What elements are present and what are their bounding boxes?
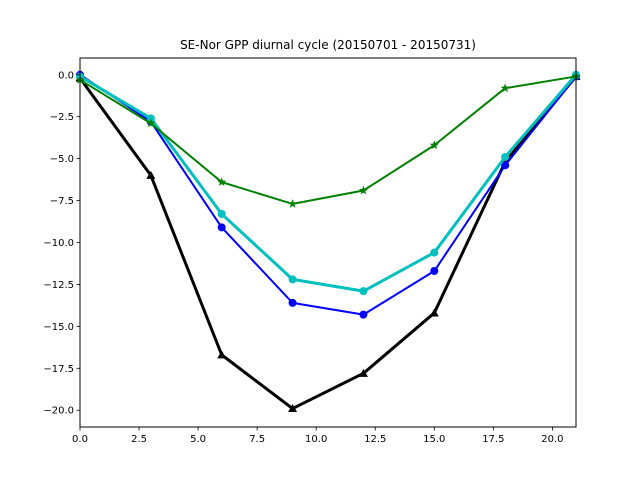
series-0-point	[429, 308, 439, 317]
x-tick-label: 7.5	[249, 434, 265, 445]
series-0-point	[288, 404, 298, 413]
series-1-point	[217, 223, 226, 232]
y-tick-label: −17.5	[43, 364, 74, 375]
y-tick-label: −5.0	[50, 154, 74, 165]
series-3-point	[500, 83, 510, 93]
series-3-point	[429, 140, 439, 150]
y-tick-label: −7.5	[50, 196, 74, 207]
series-layer	[75, 70, 581, 413]
x-tick-label: 0.0	[72, 434, 88, 445]
series-0-point	[217, 350, 227, 359]
series-3-point	[358, 185, 368, 195]
series-0-point	[146, 170, 156, 179]
y-axis: 0.0 −2.5 −5.0 −7.5 −10.0 −12.5 −15.0 −17.5 −20.0	[43, 70, 80, 417]
series-1-point	[501, 161, 510, 170]
series-2-point	[146, 114, 155, 123]
y-tick-label: −10.0	[43, 238, 74, 249]
series-0-point	[358, 368, 368, 377]
x-tick-label: 2.5	[131, 434, 147, 445]
series-0-line	[78, 75, 578, 411]
series-3-line	[79, 75, 577, 205]
series-3-point	[146, 118, 156, 128]
x-axis: 0.0 2.5 5.0 7.5 10.0 12.5 15.0 17.5 20.0	[72, 427, 564, 445]
series-2-point	[359, 287, 368, 296]
x-tick-label: 5.0	[190, 434, 206, 445]
y-tick-label: −20.0	[43, 406, 74, 417]
plot-frame	[79, 57, 577, 428]
y-tick-label: −15.0	[43, 322, 74, 333]
series-3-point	[217, 177, 227, 186]
x-tick-label: 12.5	[364, 434, 386, 445]
chart-title: SE-Nor GPP diurnal cycle (20150701 - 201…	[180, 38, 476, 52]
series-1-point	[288, 298, 297, 307]
x-tick-label: 15.0	[423, 434, 445, 445]
series-1-point	[430, 267, 439, 276]
y-tick-label: −12.5	[43, 280, 74, 291]
series-2-point	[501, 152, 510, 161]
series-2-point	[217, 209, 226, 218]
series-2-point	[430, 248, 439, 257]
x-tick-label: 20.0	[541, 434, 563, 445]
x-tick-label: 17.5	[482, 434, 504, 445]
y-tick-label: 0.0	[58, 70, 74, 81]
x-tick-label: 10.0	[305, 434, 327, 445]
series-1-line	[79, 73, 577, 316]
y-tick-label: −2.5	[50, 112, 74, 123]
series-3-point	[288, 199, 298, 208]
series-2-point	[288, 275, 297, 284]
series-1-point	[359, 310, 368, 319]
